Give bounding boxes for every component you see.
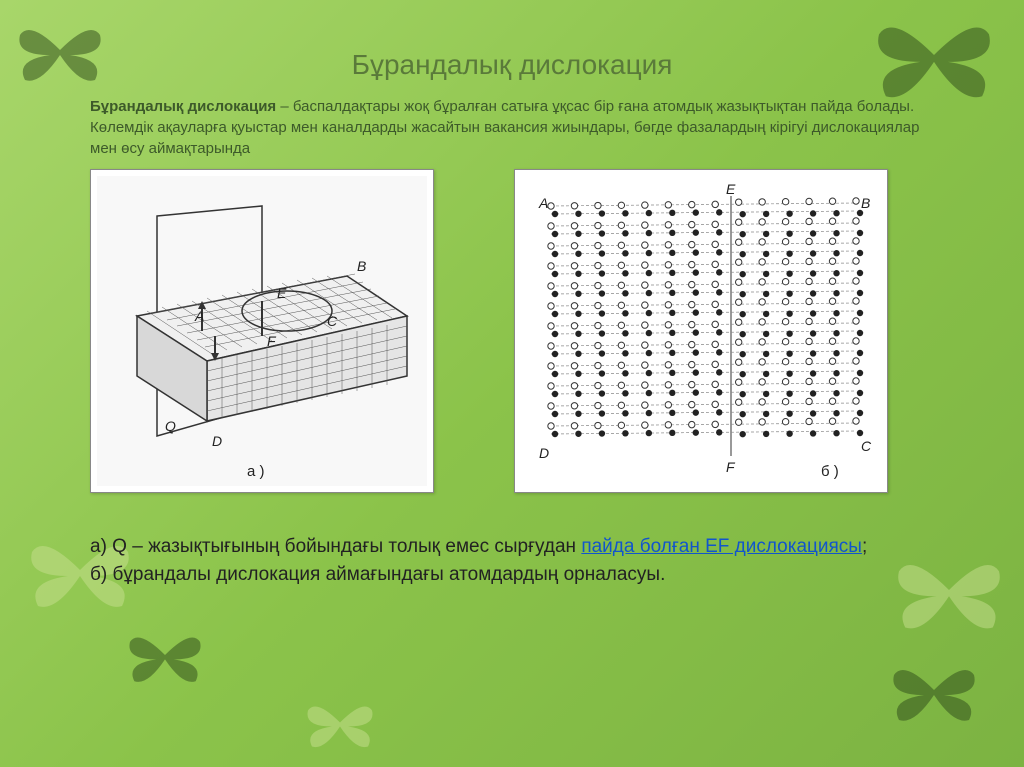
label-b: B <box>357 258 366 274</box>
intro-paragraph: Бұрандалық дислокация – баспалдақтары жо… <box>90 96 934 159</box>
label-e2: E <box>726 181 736 197</box>
label-a: A <box>194 308 204 324</box>
figure-b: E F A B C D б ) <box>514 169 888 493</box>
label-c: C <box>327 313 338 329</box>
figure-a-svg: A B C D E F Q a ) <box>97 176 427 486</box>
figures-row: A B C D E F Q a ) E F A B C D б <box>90 169 934 493</box>
page-title: Бұрандалық дислокация <box>90 49 934 81</box>
label-sub-a: a ) <box>247 463 265 480</box>
figure-a: A B C D E F Q a ) <box>90 169 434 493</box>
butterfly-deco <box>120 620 210 690</box>
label-d: D <box>212 433 222 449</box>
label-b2: B <box>861 195 870 211</box>
label-e: E <box>277 285 287 301</box>
label-sub-b: б ) <box>821 463 839 480</box>
caption-block: а) Q – жазықтығының бойындағы толық емес… <box>90 533 934 590</box>
caption-link[interactable]: пайда болған EF дислокациясы <box>581 536 862 557</box>
intro-bold: Бұрандалық дислокация <box>90 98 276 115</box>
caption-a-suffix: ; <box>862 536 867 557</box>
caption-line-b: б) бұрандалы дислокация аймағындағы атом… <box>90 561 934 590</box>
figure-b-svg: E F A B C D б ) <box>521 176 881 486</box>
label-q: Q <box>165 418 176 434</box>
label-f2: F <box>726 459 736 475</box>
label-c2: C <box>861 438 872 454</box>
butterfly-deco <box>300 690 380 755</box>
label-f: F <box>267 333 277 349</box>
label-d2: D <box>539 445 549 461</box>
caption-line-a: а) Q – жазықтығының бойындағы толық емес… <box>90 533 934 562</box>
butterfly-deco <box>884 650 984 730</box>
label-a2: A <box>538 195 548 211</box>
caption-a-prefix: а) Q – жазықтығының бойындағы толық емес… <box>90 536 581 557</box>
